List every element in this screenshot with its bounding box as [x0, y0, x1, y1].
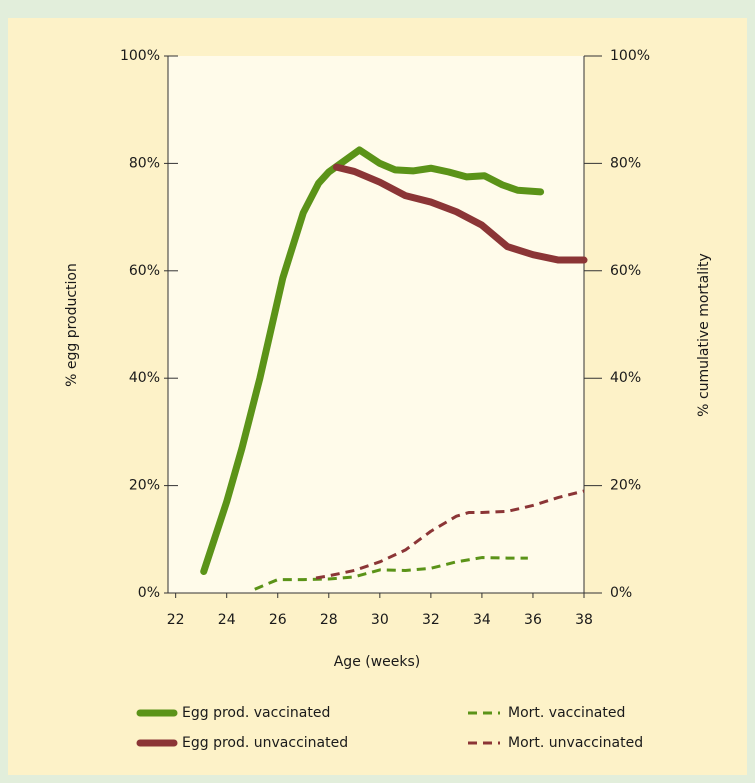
y-tick-label: 40% [129, 370, 160, 386]
legend-label: Mort. unvaccinated [508, 735, 643, 751]
y2-tick-label: 100% [610, 48, 650, 64]
y-tick-label: 60% [129, 263, 160, 279]
x-tick-label: 34 [473, 612, 491, 628]
y-tick-label: 80% [129, 155, 160, 171]
y-axis-label: % egg production [64, 263, 80, 387]
series-line [315, 489, 585, 580]
x-axis-label: Age (weeks) [334, 654, 421, 670]
series-line [200, 146, 545, 576]
x-tick-label: 38 [575, 612, 593, 628]
y2-tick-label: 80% [610, 155, 641, 171]
x-tick-label: 26 [269, 612, 287, 628]
x-tick-label: 22 [167, 612, 185, 628]
series-line [332, 163, 588, 264]
series-line [254, 556, 528, 591]
legend-label: Egg prod. unvaccinated [182, 735, 348, 751]
y2-axis-label: % cumulative mortality [696, 253, 712, 417]
legend-label: Mort. vaccinated [508, 705, 625, 721]
x-tick-label: 32 [422, 612, 440, 628]
legend-label: Egg prod. vaccinated [182, 705, 330, 721]
y2-tick-label: 0% [610, 585, 632, 601]
y-tick-label: 100% [120, 48, 160, 64]
plot-area [168, 56, 584, 593]
x-tick-label: 36 [524, 612, 542, 628]
y-tick-label: 0% [138, 585, 160, 601]
y2-tick-label: 20% [610, 478, 641, 494]
x-tick-label: 28 [320, 612, 338, 628]
x-tick-label: 30 [371, 612, 389, 628]
y2-tick-label: 60% [610, 263, 641, 279]
y-tick-label: 20% [129, 478, 160, 494]
y2-tick-label: 40% [610, 370, 641, 386]
x-tick-label: 24 [218, 612, 236, 628]
